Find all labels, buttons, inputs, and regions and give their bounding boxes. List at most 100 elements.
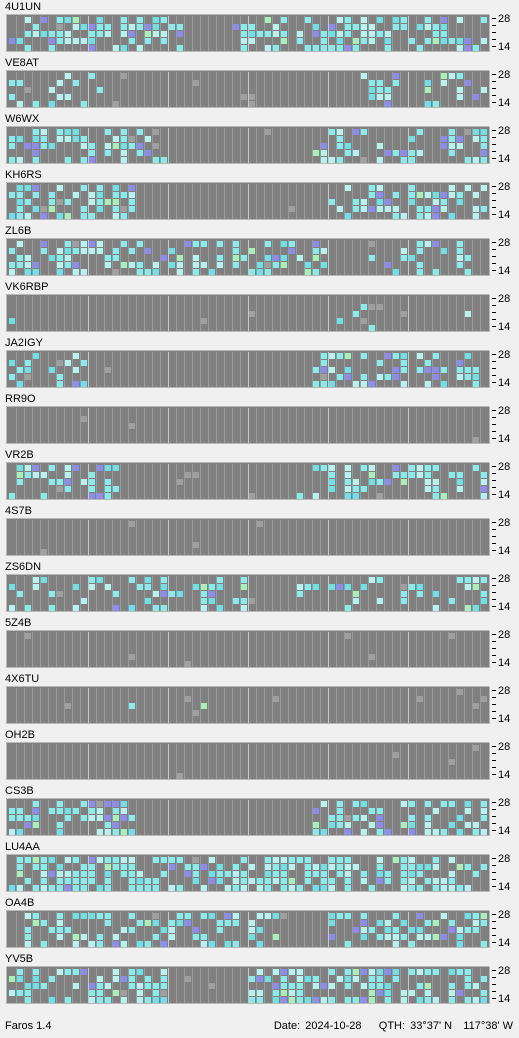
grid-cell (233, 745, 239, 751)
grid-line (160, 408, 161, 443)
grid-cell (409, 80, 415, 86)
grid-cell (353, 465, 359, 471)
grid-cell (337, 192, 343, 198)
grid-cell (249, 325, 255, 331)
grid-line (264, 240, 265, 275)
grid-cell (393, 381, 399, 387)
grid-cell (473, 262, 479, 268)
grid-cell (153, 80, 159, 86)
grid-cell (481, 423, 487, 429)
grid-line (96, 688, 97, 723)
grid-cell (393, 185, 399, 191)
grid-cell (465, 185, 471, 191)
grid-cell (129, 297, 135, 303)
grid-line (456, 688, 457, 723)
grid-cell (281, 577, 287, 583)
grid-cell (201, 640, 207, 646)
grid-cell (393, 262, 399, 268)
grid-cell (385, 535, 391, 541)
grid-cell (257, 647, 263, 653)
grid-cell (433, 465, 439, 471)
axis-label-14: 14 (498, 41, 511, 53)
grid-cell (129, 24, 135, 30)
grid-cell (193, 696, 199, 702)
grid-cell (161, 241, 167, 247)
propagation-grid (6, 350, 490, 388)
grid-cell (161, 150, 167, 156)
grid-cell (289, 80, 295, 86)
grid-cell (185, 773, 191, 779)
grid-cell (97, 31, 103, 37)
grid-cell (465, 199, 471, 205)
grid-cell (409, 241, 415, 247)
grid-cell (233, 192, 239, 198)
grid-cell (313, 661, 319, 667)
grid-cell (25, 661, 31, 667)
grid-cell (201, 584, 207, 590)
grid-cell (417, 654, 423, 660)
grid-cell (265, 535, 271, 541)
grid-cell (273, 73, 279, 79)
grid-line (144, 16, 145, 51)
grid-line (440, 128, 441, 163)
grid-cell (289, 157, 295, 163)
grid-cell (113, 703, 119, 709)
grid-line (176, 520, 177, 555)
grid-cell (233, 486, 239, 492)
grid-cell (449, 479, 455, 485)
grid-cell (177, 374, 183, 380)
grid-cell (385, 87, 391, 93)
grid-line (432, 184, 433, 219)
grid-cell (65, 360, 71, 366)
grid-line (192, 296, 193, 331)
grid-line (392, 296, 393, 331)
grid-cell (217, 479, 223, 485)
grid-cell (481, 17, 487, 23)
grid-cell (417, 430, 423, 436)
grid-cell (57, 367, 63, 373)
grid-cell (169, 129, 175, 135)
grid-line (480, 128, 481, 163)
grid-line (288, 296, 289, 331)
grid-cell (257, 360, 263, 366)
grid-cell (201, 605, 207, 611)
grid-cell (177, 17, 183, 23)
grid-line (384, 352, 385, 387)
grid-cell (233, 479, 239, 485)
grid-line (400, 408, 401, 443)
grid-cell (297, 647, 303, 653)
grid-line (472, 520, 473, 555)
grid-cell (313, 381, 319, 387)
grid-cell (153, 213, 159, 219)
grid-cell (329, 528, 335, 534)
grid-cell (425, 143, 431, 149)
grid-line (192, 16, 193, 51)
grid-cell (361, 31, 367, 37)
grid-line (208, 408, 209, 443)
grid-cell (33, 598, 39, 604)
station-callsign: 4X6TU (5, 673, 40, 685)
grid-cell (65, 304, 71, 310)
grid-cell (89, 654, 95, 660)
grid-cell (145, 24, 151, 30)
grid-cell (105, 45, 111, 51)
grid-line (184, 16, 185, 51)
grid-cell (113, 38, 119, 44)
grid-cell (57, 150, 63, 156)
grid-cell (145, 479, 151, 485)
grid-cell (441, 185, 447, 191)
grid-cell (441, 584, 447, 590)
grid-cell (25, 311, 31, 317)
grid-cell (257, 136, 263, 142)
grid-cell (409, 542, 415, 548)
grid-cell (9, 241, 15, 247)
grid-cell (161, 661, 167, 667)
grid-cell (369, 325, 375, 331)
grid-cell (185, 598, 191, 604)
grid-cell (233, 661, 239, 667)
grid-cell (401, 255, 407, 261)
grid-cell (65, 493, 71, 499)
grid-cell (289, 318, 295, 324)
grid-cell (369, 696, 375, 702)
grid-cell (329, 206, 335, 212)
